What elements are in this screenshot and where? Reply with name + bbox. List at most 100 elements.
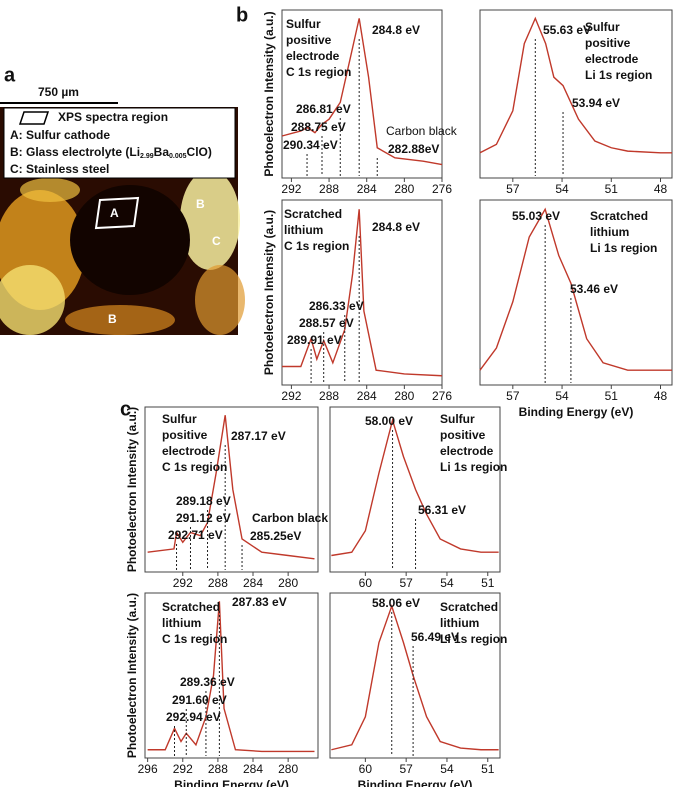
x-tick-label: 296: [138, 762, 158, 776]
legend-item: A: Sulfur cathode: [10, 128, 110, 142]
peak-label: 58.06 eV: [372, 596, 420, 610]
peak-label: 288.75 eV: [291, 120, 346, 134]
peak-label: 287.83 eV: [232, 595, 287, 609]
spectrum: [331, 604, 499, 751]
plot-frame: [479, 199, 673, 386]
x-axis-label: Binding Energy (eV): [358, 778, 473, 787]
x-tick-label: 288: [208, 762, 228, 776]
peak-label: 289.36 eV: [180, 675, 235, 689]
plot-frame: [479, 9, 673, 179]
x-axis-label: Binding Energy (eV): [174, 778, 289, 787]
spectrum: [282, 209, 443, 377]
region-label: A: [110, 206, 119, 220]
spectrum: [479, 16, 672, 154]
x-tick-label: 51: [605, 389, 619, 403]
y-axis-label: Photoelectron Intensity (a.u.): [262, 210, 276, 375]
region-text: Sulfur: [162, 412, 197, 426]
region-text: lithium: [284, 223, 323, 237]
region-text: positive: [162, 428, 208, 442]
region-text: lithium: [440, 616, 479, 630]
region-text: electrode: [286, 49, 340, 63]
x-tick-label: 280: [278, 762, 298, 776]
peak-label: 291.12 eV: [176, 511, 231, 525]
peak-label: 284.8 eV: [372, 23, 420, 37]
legend-item: B: Glass electrolyte (Li2.99Ba0.005ClO): [10, 145, 212, 160]
x-tick-label: 276: [432, 389, 452, 403]
plot-frame: [144, 406, 319, 573]
plot-frame: [144, 592, 319, 759]
plot-frame: [329, 592, 501, 759]
region-text: C 1s region: [284, 239, 349, 253]
x-tick-label: 51: [481, 576, 495, 590]
x-tick-label: 54: [555, 389, 569, 403]
x-tick-label: 51: [481, 762, 495, 776]
region-text: lithium: [590, 225, 629, 239]
region-text: Li 1s region: [585, 68, 652, 82]
region-text: lithium: [162, 616, 201, 630]
region-text: C 1s region: [286, 65, 351, 79]
scale-label: 750 µm: [38, 85, 79, 99]
x-tick-label: 57: [506, 182, 520, 196]
peak-label: 292.94 eV: [166, 710, 221, 724]
peak-label: 292.71 eV: [168, 528, 223, 542]
region-text: Scratched: [440, 600, 498, 614]
peak-label: 289.18 eV: [176, 494, 231, 508]
x-tick-label: 48: [654, 182, 668, 196]
peak-label: 53.94 eV: [572, 96, 620, 110]
x-tick-label: 284: [243, 576, 263, 590]
x-tick-label: 51: [605, 182, 619, 196]
x-tick-label: 57: [399, 576, 413, 590]
region-text: Li 1s region: [590, 241, 657, 255]
x-tick-label: 284: [243, 762, 263, 776]
region-label: B: [108, 312, 117, 326]
region-text: Scratched: [590, 209, 648, 223]
panel-label: c: [120, 398, 131, 420]
x-tick-label: 288: [319, 389, 339, 403]
plot-frame: [281, 9, 443, 179]
peak-label: 287.17 eV: [231, 429, 286, 443]
y-axis-label: Photoelectron Intensity (a.u.): [125, 407, 139, 572]
spectrum: [479, 207, 672, 371]
peak-label: 284.8 eV: [372, 220, 420, 234]
legend-item: C: Stainless steel: [10, 162, 109, 176]
peak-label: 288.57 eV: [299, 316, 354, 330]
legend-part: B: Glass electrolyte (Li: [10, 145, 140, 159]
peak-label: 56.31 eV: [418, 503, 466, 517]
spectrum: [281, 18, 443, 166]
region-text: positive: [585, 36, 631, 50]
spectrum: [147, 415, 315, 560]
peak-label: 56.49 eV: [411, 630, 459, 644]
peak-label: 285.25eV: [250, 529, 301, 543]
y-axis-label: Photoelectron Intensity (a.u.): [262, 11, 276, 176]
x-tick-label: 288: [208, 576, 228, 590]
x-tick-label: 60: [359, 576, 373, 590]
peak-label: 290.34 eV: [283, 138, 338, 152]
region-text: positive: [440, 428, 486, 442]
micrograph: [0, 107, 245, 335]
region-text: electrode: [440, 444, 494, 458]
x-tick-label: 280: [394, 389, 414, 403]
x-tick-label: 292: [281, 182, 301, 196]
spectrum: [147, 601, 315, 753]
peak-label: 53.46 eV: [570, 282, 618, 296]
region-text: Sulfur: [585, 20, 620, 34]
panel-label: a: [4, 64, 16, 86]
legend-part: ClO): [187, 145, 212, 159]
x-tick-label: 54: [440, 576, 454, 590]
y-axis-label: Photoelectron Intensity (a.u.): [125, 593, 139, 758]
region-text: electrode: [585, 52, 639, 66]
region-label: C: [212, 234, 221, 248]
x-tick-label: 54: [555, 182, 569, 196]
region-label: B: [196, 197, 205, 211]
x-tick-label: 288: [319, 182, 339, 196]
region-text: C 1s region: [162, 632, 227, 646]
peak-label: 55.03 eV: [512, 209, 560, 223]
x-tick-label: 280: [278, 576, 298, 590]
x-tick-label: 60: [359, 762, 373, 776]
x-tick-label: 276: [432, 182, 452, 196]
region-text: electrode: [162, 444, 216, 458]
region-text: positive: [286, 33, 332, 47]
x-tick-label: 48: [654, 389, 668, 403]
x-tick-label: 292: [281, 389, 301, 403]
